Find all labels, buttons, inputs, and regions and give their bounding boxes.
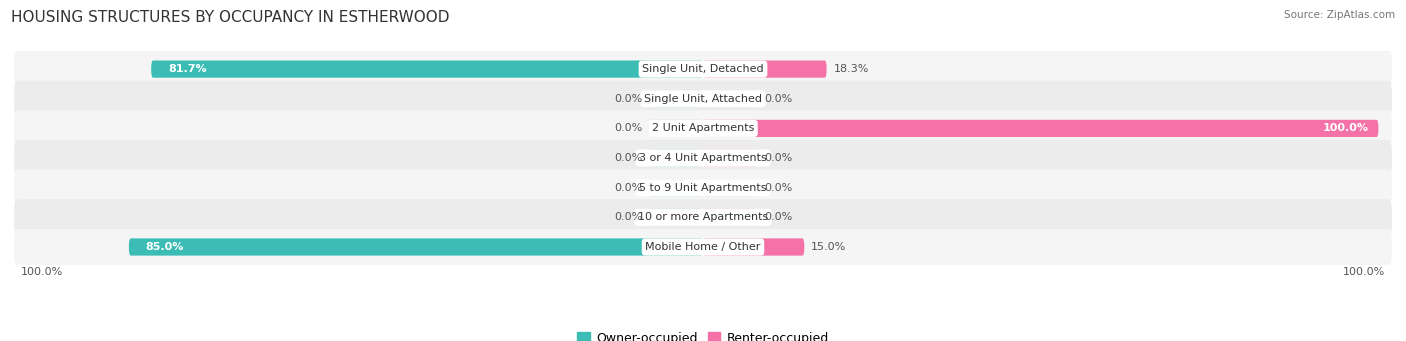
FancyBboxPatch shape: [650, 149, 703, 167]
Text: 100.0%: 100.0%: [1343, 267, 1385, 277]
FancyBboxPatch shape: [703, 60, 827, 78]
Text: 10 or more Apartments: 10 or more Apartments: [638, 212, 768, 222]
FancyBboxPatch shape: [703, 238, 804, 256]
Text: Source: ZipAtlas.com: Source: ZipAtlas.com: [1284, 10, 1395, 20]
Text: 18.3%: 18.3%: [834, 64, 869, 74]
Legend: Owner-occupied, Renter-occupied: Owner-occupied, Renter-occupied: [572, 327, 834, 341]
Text: 0.0%: 0.0%: [614, 153, 643, 163]
FancyBboxPatch shape: [703, 179, 756, 196]
FancyBboxPatch shape: [703, 120, 1378, 137]
Text: 0.0%: 0.0%: [763, 183, 792, 193]
FancyBboxPatch shape: [14, 51, 1392, 87]
FancyBboxPatch shape: [14, 229, 1392, 265]
FancyBboxPatch shape: [703, 209, 756, 226]
Text: 0.0%: 0.0%: [614, 212, 643, 222]
FancyBboxPatch shape: [650, 179, 703, 196]
FancyBboxPatch shape: [703, 149, 756, 167]
Text: Single Unit, Attached: Single Unit, Attached: [644, 94, 762, 104]
FancyBboxPatch shape: [650, 120, 703, 137]
Text: Mobile Home / Other: Mobile Home / Other: [645, 242, 761, 252]
Text: 100.0%: 100.0%: [1322, 123, 1368, 133]
FancyBboxPatch shape: [14, 199, 1392, 235]
FancyBboxPatch shape: [14, 169, 1392, 206]
Text: 0.0%: 0.0%: [763, 94, 792, 104]
FancyBboxPatch shape: [650, 90, 703, 107]
FancyBboxPatch shape: [14, 110, 1392, 146]
Text: HOUSING STRUCTURES BY OCCUPANCY IN ESTHERWOOD: HOUSING STRUCTURES BY OCCUPANCY IN ESTHE…: [11, 10, 450, 25]
FancyBboxPatch shape: [14, 81, 1392, 117]
Text: 85.0%: 85.0%: [146, 242, 184, 252]
Text: 0.0%: 0.0%: [614, 94, 643, 104]
Text: 100.0%: 100.0%: [21, 267, 63, 277]
FancyBboxPatch shape: [129, 238, 703, 256]
FancyBboxPatch shape: [650, 209, 703, 226]
Text: 0.0%: 0.0%: [614, 183, 643, 193]
Text: 0.0%: 0.0%: [763, 153, 792, 163]
Text: 15.0%: 15.0%: [811, 242, 846, 252]
Text: 0.0%: 0.0%: [614, 123, 643, 133]
Text: Single Unit, Detached: Single Unit, Detached: [643, 64, 763, 74]
Text: 5 to 9 Unit Apartments: 5 to 9 Unit Apartments: [640, 183, 766, 193]
Text: 0.0%: 0.0%: [763, 212, 792, 222]
Text: 3 or 4 Unit Apartments: 3 or 4 Unit Apartments: [640, 153, 766, 163]
Text: 2 Unit Apartments: 2 Unit Apartments: [652, 123, 754, 133]
FancyBboxPatch shape: [703, 90, 756, 107]
FancyBboxPatch shape: [14, 140, 1392, 176]
Text: 81.7%: 81.7%: [169, 64, 207, 74]
FancyBboxPatch shape: [152, 60, 703, 78]
